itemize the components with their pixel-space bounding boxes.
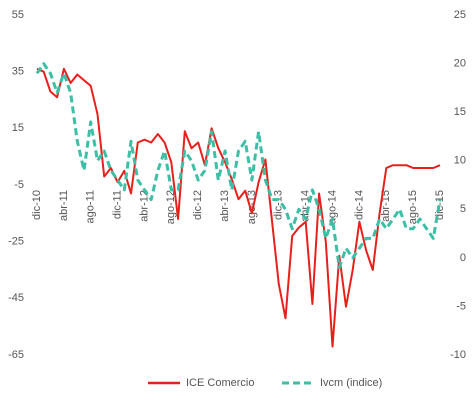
- x-tick-label: ago-15: [407, 190, 419, 224]
- y-tick-label: -5: [14, 179, 24, 191]
- y-tick-label: -45: [8, 292, 24, 304]
- y2-tick-label: 5: [460, 203, 466, 215]
- legend-label: ICE Comercio: [186, 377, 254, 389]
- series-line: [36, 67, 441, 348]
- x-tick-label: abr-15: [380, 190, 392, 222]
- x-tick-label: dic-10: [31, 190, 43, 220]
- x-tick-label: dic-15: [434, 190, 446, 220]
- y2-tick-label: 10: [454, 155, 466, 167]
- x-tick-label: dic-12: [192, 190, 204, 220]
- y-tick-label: 15: [12, 122, 24, 134]
- x-tick-label: dic-14: [353, 190, 365, 220]
- y-tick-label: 35: [12, 66, 24, 78]
- y-tick-label: 55: [12, 9, 24, 21]
- x-tick-label: ago-11: [85, 190, 97, 223]
- x-tick-label: abr-14: [300, 190, 312, 222]
- y2-tick-label: 20: [454, 57, 466, 69]
- y-tick-label: -65: [8, 349, 24, 361]
- x-tick-label: abr-11: [58, 190, 70, 221]
- y2-tick-label: 25: [454, 9, 466, 21]
- x-tick-label: abr-12: [138, 190, 150, 222]
- series-line: [35, 62, 442, 270]
- x-tick-label: ago-14: [326, 190, 338, 224]
- x-tick-label: dic-11: [112, 190, 124, 219]
- y2-tick-label: -5: [456, 300, 466, 312]
- y2-tick-label: 0: [460, 252, 466, 264]
- x-tick-label: abr-13: [219, 190, 231, 222]
- y2-tick-label: 15: [454, 106, 466, 118]
- x-tick-label: dic-13: [273, 190, 285, 220]
- legend-label: Ivcm (indice): [320, 377, 382, 389]
- y2-tick-label: -10: [450, 349, 466, 361]
- x-tick-label: ago-12: [165, 190, 177, 224]
- y-tick-label: -25: [8, 236, 24, 248]
